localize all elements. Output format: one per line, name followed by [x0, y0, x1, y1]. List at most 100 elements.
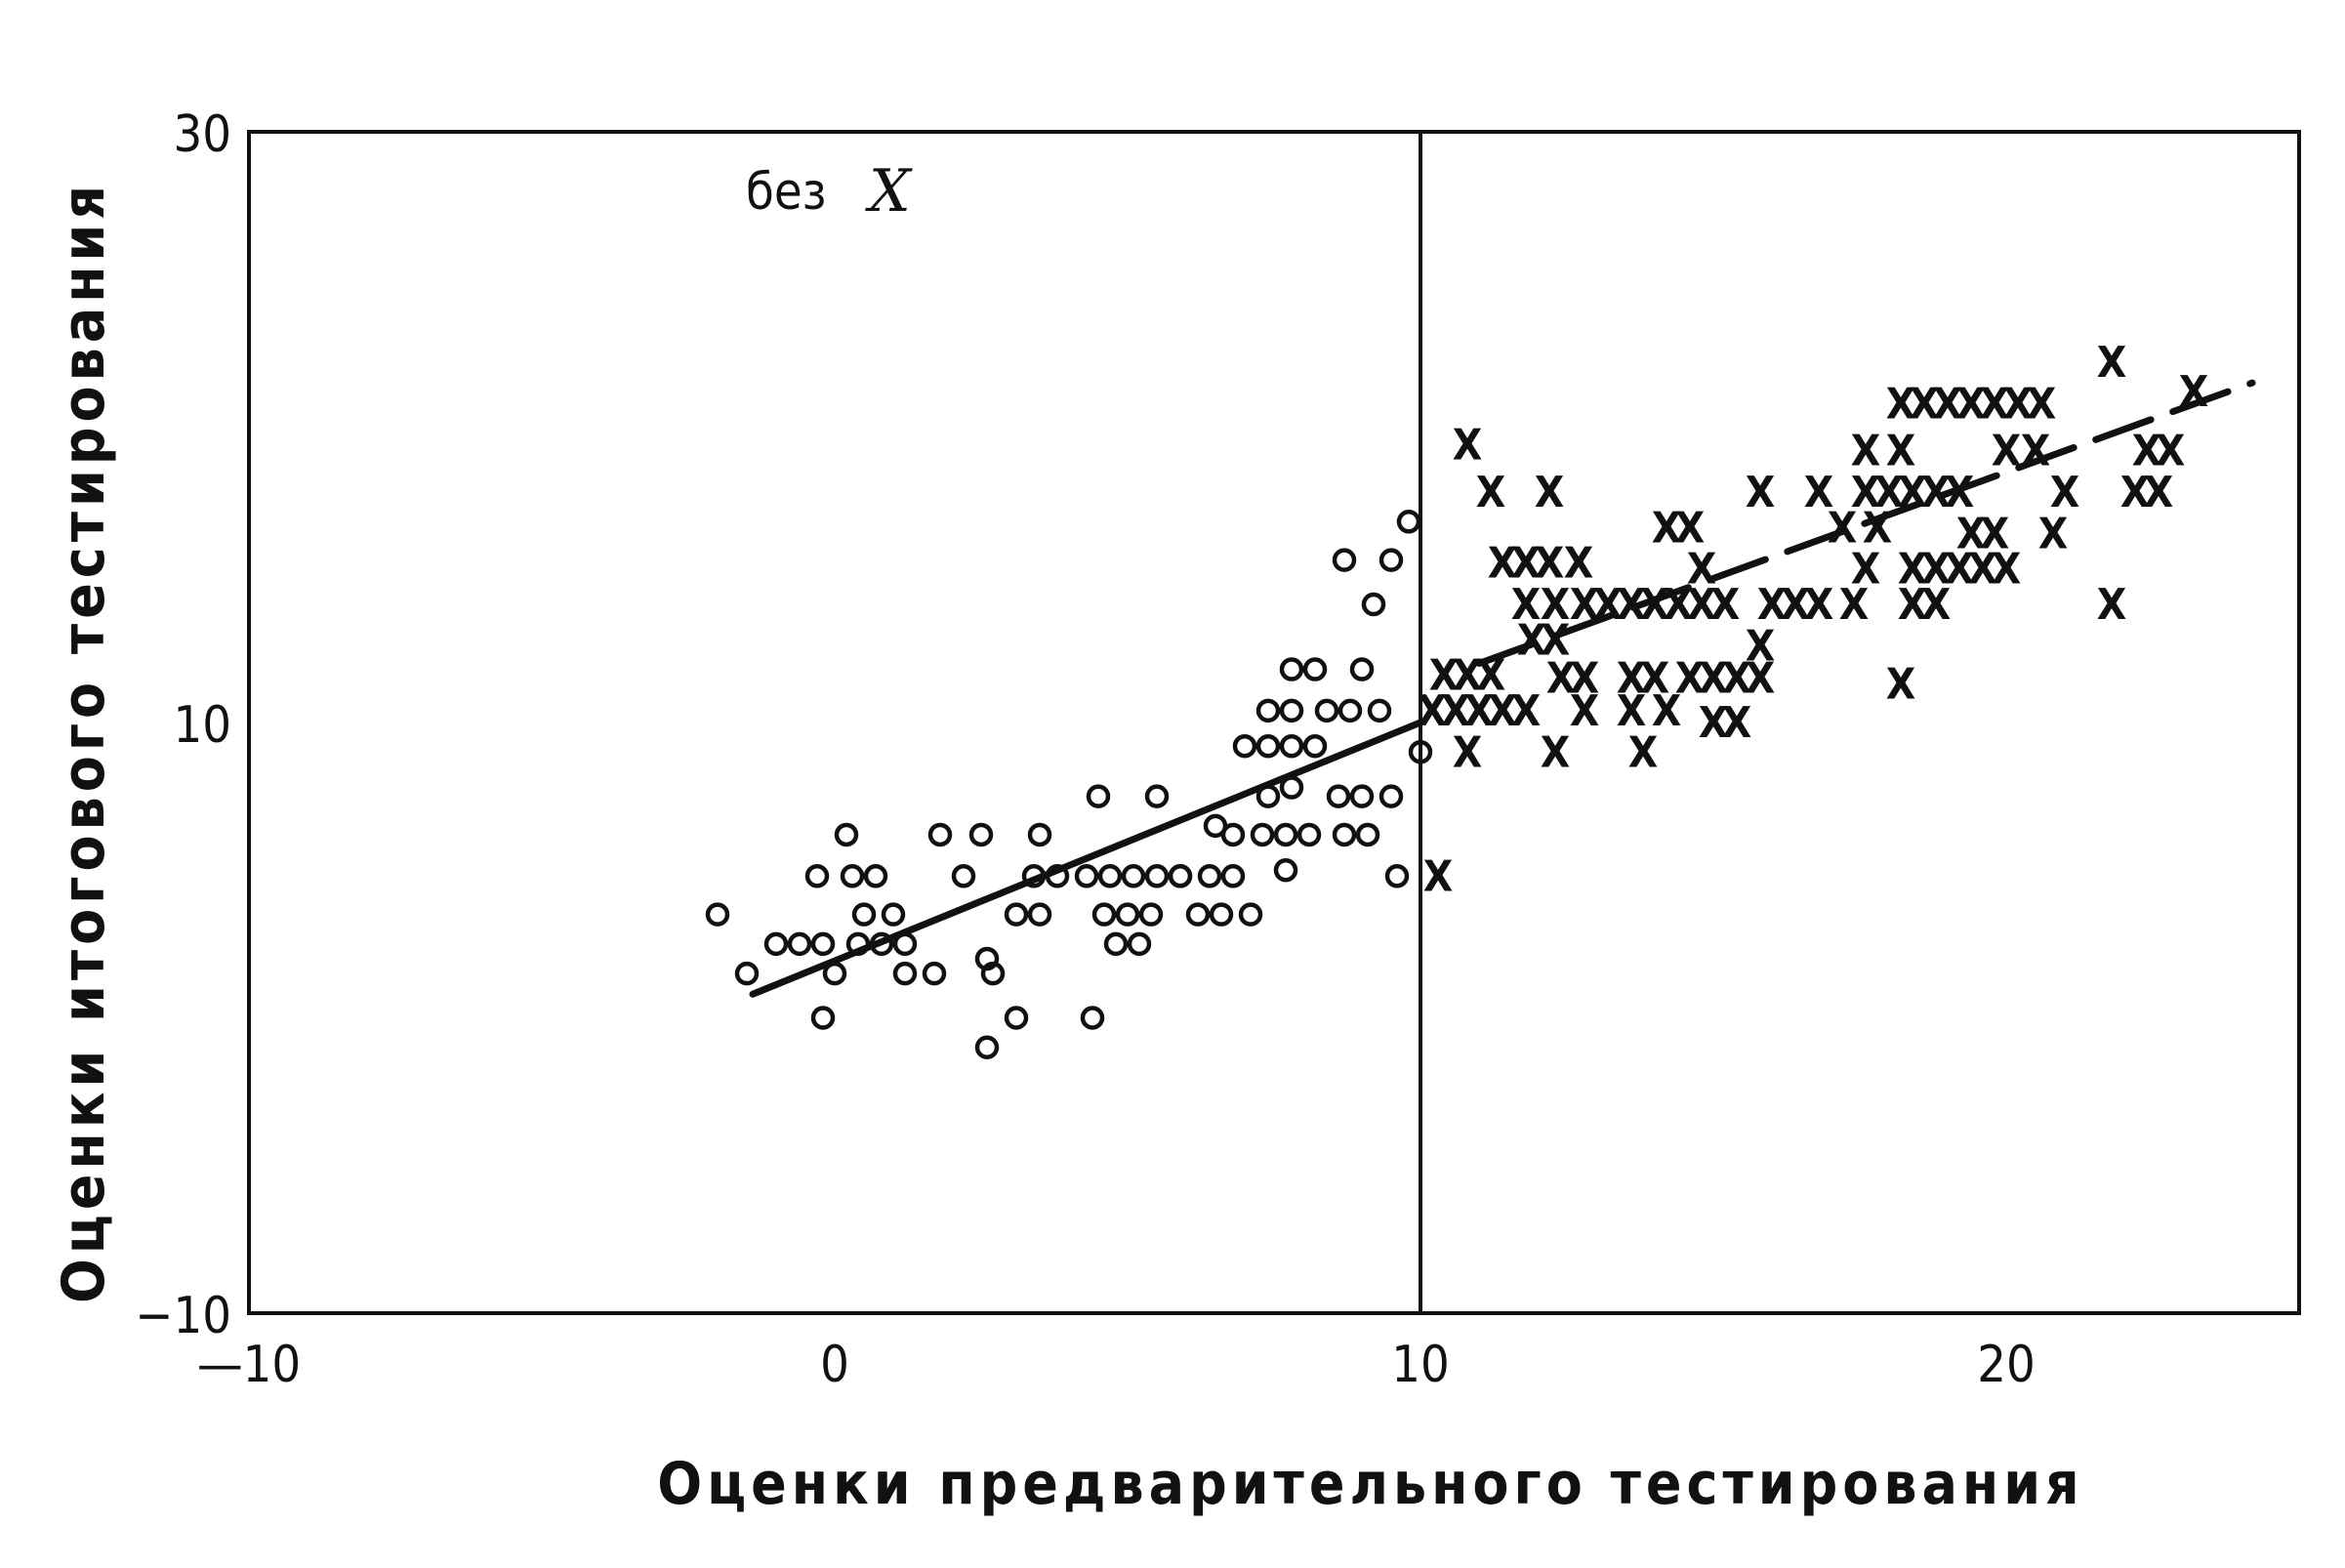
circle-point: [1250, 822, 1275, 847]
x-point: X: [1945, 545, 1975, 595]
circle-point: [1074, 864, 1099, 888]
circle-point: [1168, 864, 1193, 888]
x-point: X: [1992, 545, 2022, 595]
circle-point: [1197, 864, 1222, 888]
x-point: X: [2132, 427, 2162, 476]
x-point: X: [1617, 686, 1647, 736]
circle-point: [1127, 931, 1152, 957]
x-point: X: [1699, 654, 1729, 704]
circle-point: [822, 961, 847, 986]
circle-point: [1255, 698, 1281, 723]
circle-point: [1367, 698, 1392, 723]
circle-point: [810, 1006, 836, 1030]
x-point: X: [1476, 651, 1506, 701]
x-point: X: [1886, 660, 1916, 710]
x-point: X: [1476, 468, 1506, 517]
circle-point: [845, 931, 871, 957]
x-point: X: [1453, 727, 1483, 777]
x-point: X: [2021, 427, 2051, 476]
circle-point: [1027, 902, 1052, 927]
x-point: X: [1851, 545, 1881, 595]
circle-point: [1238, 902, 1263, 927]
x-point: X: [1511, 686, 1542, 736]
circle-point: [1232, 733, 1257, 759]
x-point: X: [1664, 580, 1694, 630]
circle-point: [1332, 822, 1357, 847]
x-point: X: [1898, 580, 1928, 630]
plot-border: [247, 130, 2301, 1315]
y-tick-label: 30: [173, 105, 231, 164]
circle-point: [1115, 902, 1140, 927]
x-point: X: [1570, 654, 1600, 704]
x-point: X: [1898, 545, 1928, 595]
x-point: X: [1746, 654, 1776, 704]
x-point: X: [1898, 468, 1928, 517]
circle-point: [734, 961, 760, 986]
x-point: X: [1992, 427, 2022, 476]
circle-point: [974, 1035, 1000, 1059]
circle-point: [1326, 784, 1351, 808]
circle-point: [927, 822, 953, 847]
x-point: X: [1535, 468, 1565, 517]
x-point: X: [1722, 698, 1752, 748]
x-point: X: [1980, 379, 2010, 429]
regression-line-treated: [1475, 379, 2256, 667]
annotation-symbol: X: [865, 157, 913, 226]
x-point: X: [1564, 539, 1594, 589]
x-point: X: [1546, 654, 1577, 704]
circle-point: [1209, 902, 1234, 927]
x-point: X: [1980, 509, 2010, 558]
x-point: X: [1570, 686, 1600, 736]
x-point: X: [1541, 727, 1571, 777]
x-point: X: [1640, 580, 1670, 630]
x-point: X: [1804, 468, 1834, 517]
y-axis-title: Оценки итогового тестирования: [50, 181, 118, 1303]
x-point: X: [1628, 727, 1659, 777]
circle-point: [1203, 813, 1228, 839]
x-point: X: [1541, 615, 1571, 665]
circle-point: [881, 902, 906, 927]
x-point: X: [1541, 580, 1571, 630]
circle-point: [1091, 902, 1117, 927]
x-point: X: [1687, 545, 1717, 595]
circle-point: [1138, 902, 1164, 927]
x-point: X: [2050, 468, 2080, 517]
x-point: X: [1886, 379, 1916, 429]
x-point: X: [2144, 468, 2174, 517]
circle-point: [705, 902, 730, 927]
x-point: X: [1722, 654, 1752, 704]
x-point: X: [1652, 686, 1682, 736]
x-point: X: [1464, 686, 1495, 736]
circle-point: [1045, 864, 1070, 888]
x-point: X: [1968, 545, 1998, 595]
x-point: X: [1921, 468, 1952, 517]
circle-point: [810, 931, 836, 957]
x-point: X: [1921, 580, 1952, 630]
x-point: X: [1781, 580, 1811, 630]
circle-point: [1332, 548, 1357, 572]
x-point: X: [1617, 654, 1647, 704]
circle-point: [1355, 822, 1380, 847]
x-point: X: [1874, 468, 1905, 517]
x-point: X: [2003, 379, 2034, 429]
circle-point: [1027, 822, 1052, 847]
x-point: X: [1746, 621, 1776, 671]
circle-point: [1144, 784, 1170, 808]
x-point: X: [1804, 580, 1834, 630]
tick-labels: —10 0 10 20 −10 10 30: [135, 105, 2035, 1394]
circle-point: [1220, 864, 1246, 888]
circle-point: [863, 864, 888, 888]
circle-point: [951, 864, 976, 888]
x-point: X: [1746, 468, 1776, 517]
circle-point: [1004, 1006, 1029, 1030]
circle-point: [1080, 1006, 1105, 1030]
x-point: X: [1488, 539, 1518, 589]
x-point: X: [1429, 651, 1460, 701]
y-tick-label: 10: [173, 696, 231, 755]
circle-point: [834, 822, 859, 847]
circle-point: [1296, 822, 1322, 847]
x-point: X: [1418, 686, 1448, 736]
x-point: X: [1687, 580, 1717, 630]
